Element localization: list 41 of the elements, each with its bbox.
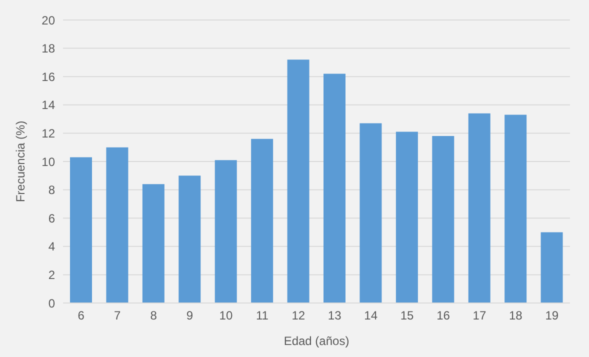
bar — [178, 176, 201, 303]
y-tick-label: 10 — [42, 154, 56, 169]
x-tick-label: 10 — [219, 308, 233, 323]
bar — [214, 160, 237, 303]
x-tick-label: 13 — [328, 308, 342, 323]
bar — [360, 123, 382, 303]
bar — [540, 232, 563, 303]
bar — [251, 138, 274, 303]
y-tick-label: 12 — [42, 126, 56, 140]
y-tick-label: 16 — [42, 70, 56, 84]
bar — [504, 114, 527, 303]
y-tick-label: 18 — [42, 42, 56, 56]
bar — [324, 74, 346, 303]
bar — [70, 157, 92, 303]
x-tick-label: 16 — [436, 308, 450, 323]
y-tick-label: 8 — [48, 183, 56, 198]
bar — [468, 113, 490, 303]
y-tick-label: 0 — [48, 296, 56, 310]
x-tick-label: 15 — [400, 308, 414, 323]
x-tick-label: 8 — [150, 308, 158, 323]
y-tick-label: 6 — [48, 211, 56, 226]
x-tick-label: 17 — [472, 308, 486, 323]
x-tick-label: 18 — [509, 308, 523, 323]
x-tick-label: 6 — [78, 308, 85, 323]
x-tick-label: 14 — [364, 308, 378, 323]
bar — [396, 132, 418, 303]
x-tick-label: 12 — [292, 308, 306, 323]
x-tick-label: 19 — [545, 308, 559, 323]
bar — [142, 184, 164, 303]
y-axis-title: Frecuencia (%) — [13, 120, 28, 202]
bar — [106, 147, 128, 303]
x-tick-label: 11 — [256, 308, 269, 323]
y-tick-label: 20 — [42, 13, 56, 28]
y-tick-label: 4 — [48, 240, 56, 254]
bar — [432, 136, 454, 303]
x-axis-title: Edad (años) — [284, 334, 350, 348]
x-tick-label: 7 — [114, 308, 121, 323]
y-tick-label: 14 — [42, 98, 56, 112]
x-tick-label: 9 — [186, 308, 194, 323]
bar — [287, 60, 310, 303]
y-tick-label: 2 — [48, 268, 56, 282]
